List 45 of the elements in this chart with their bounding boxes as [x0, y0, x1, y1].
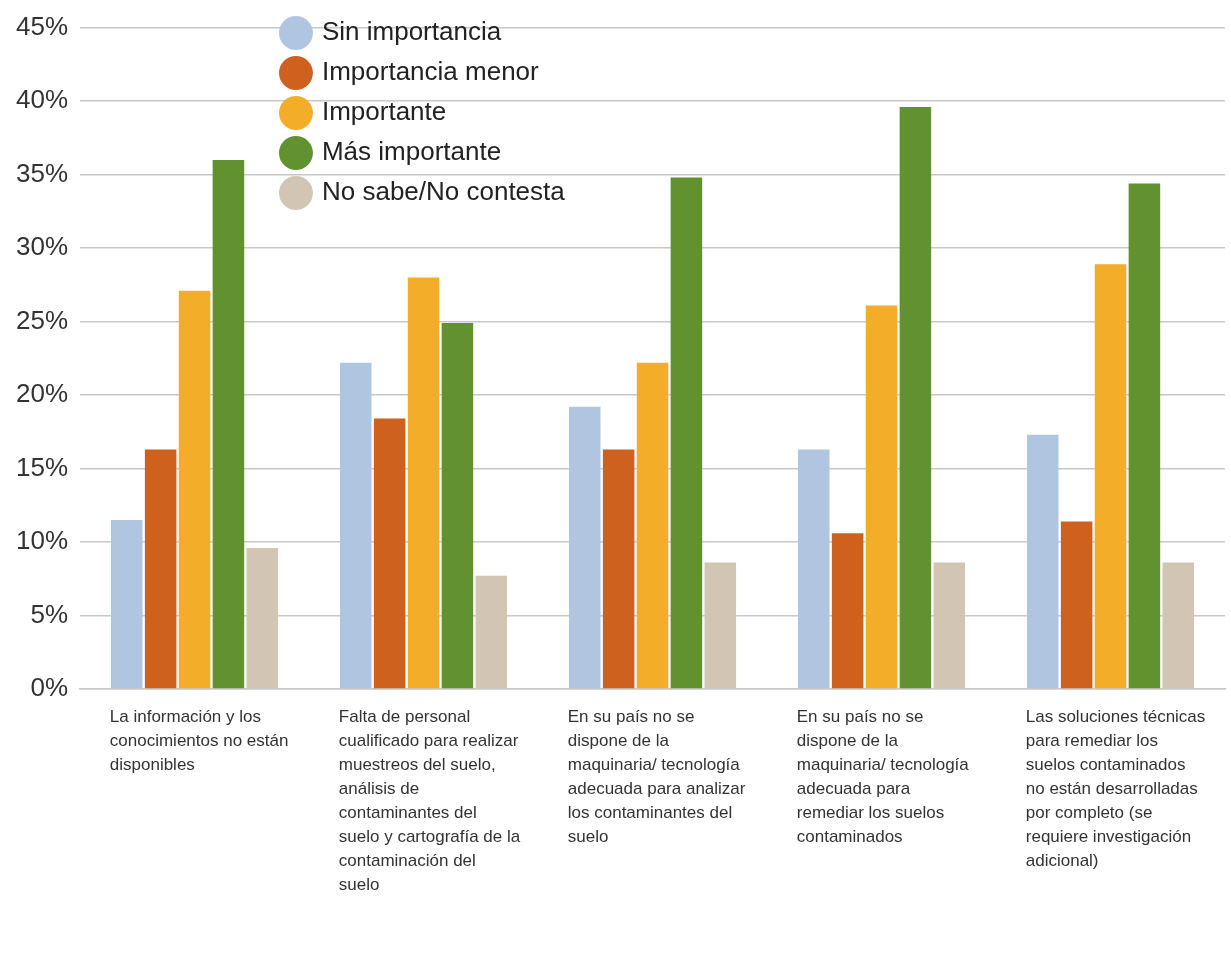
bar: [475, 575, 508, 689]
bar: [407, 277, 440, 689]
bar: [1060, 521, 1093, 689]
y-tick-label: 10%: [15, 525, 69, 556]
bar: [1094, 264, 1127, 689]
y-tick-label: 0%: [30, 672, 69, 703]
bar: [602, 449, 635, 689]
legend-label: Importancia menor: [321, 56, 540, 87]
bar: [865, 305, 898, 689]
y-tick-label: 30%: [15, 231, 69, 262]
bar: [339, 362, 372, 689]
bar: [933, 562, 966, 689]
x-tick-label: En su país no se dispone de la maquinaria/ tecnología adecuada para analizar los contaminantes del suelo: [567, 706, 747, 848]
bar: [797, 449, 830, 689]
x-tick-label: Falta de personal cualificado para realizar muestreos del suelo, análisis de contaminantes del suelo y cartografía de la contaminación del suelo: [338, 706, 521, 896]
bar: [1026, 434, 1059, 689]
legend-label: No sabe/No contesta: [321, 176, 566, 207]
bar: [178, 290, 211, 689]
bar: [1162, 562, 1195, 689]
x-tick-label: La información y los conocimientos no están disponibles: [109, 706, 290, 776]
bar: [831, 533, 864, 689]
bar: [144, 449, 177, 689]
bar: [110, 519, 143, 689]
y-tick-label: 25%: [15, 304, 69, 335]
bar: [373, 418, 406, 689]
legend-label: Sin importancia: [321, 16, 502, 47]
y-tick-label: 35%: [15, 157, 69, 188]
legend-label: Importante: [321, 96, 447, 127]
bar: [441, 323, 474, 689]
bar: [704, 562, 737, 689]
y-tick-label: 5%: [30, 598, 69, 629]
bar: [246, 547, 279, 689]
x-tick-label: Las soluciones técnicas para remediar los suelos contaminados no están desarrolladas por completo (se requiere investigación adicional): [1025, 706, 1207, 872]
bar: [568, 406, 601, 689]
y-tick-label: 20%: [15, 378, 69, 409]
bar: [212, 159, 245, 689]
bar: [899, 106, 932, 689]
bar: [636, 362, 669, 689]
y-tick-label: 15%: [15, 451, 69, 482]
bar: [1128, 183, 1161, 689]
y-tick-label: 45%: [15, 10, 69, 41]
bar: [670, 177, 703, 689]
legend-label: Más importante: [321, 136, 502, 167]
x-tick-label: En su país no se dispone de la maquinaria/ tecnología adecuada para remediar los suelos contaminados: [796, 706, 970, 848]
y-tick-label: 40%: [15, 84, 69, 115]
